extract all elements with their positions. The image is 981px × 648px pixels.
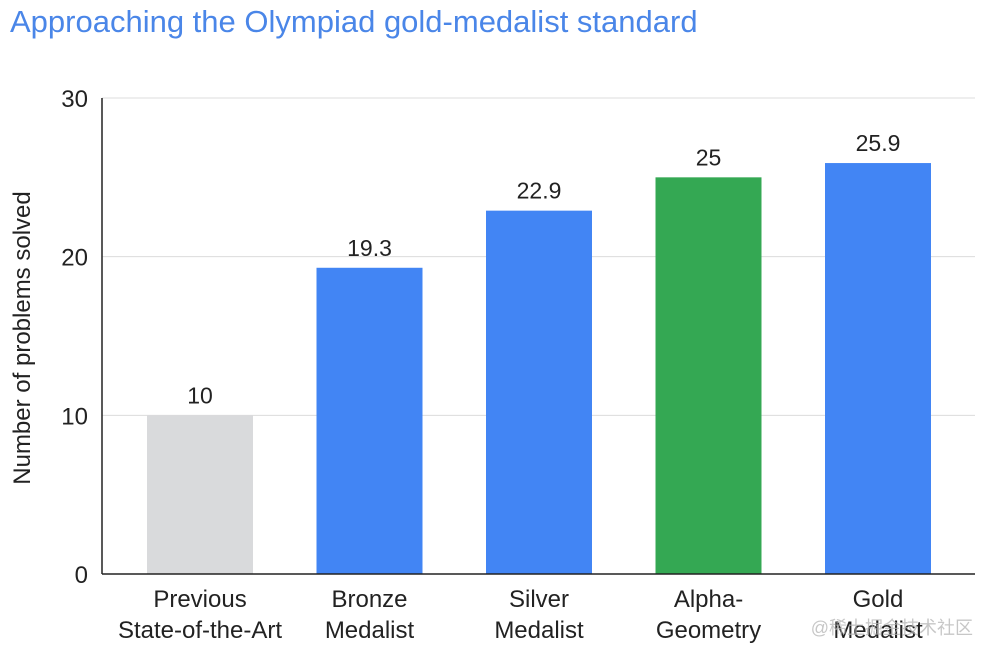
x-tick-label: Medalist: [494, 617, 584, 644]
bar: [655, 177, 762, 575]
y-tick-label: 30: [61, 86, 88, 113]
bar: [147, 415, 253, 574]
watermark: @稀土掘金技术社区: [810, 618, 973, 638]
x-tick-label: Bronze: [331, 586, 407, 613]
y-tick-label: 10: [61, 403, 88, 430]
bar: [825, 163, 931, 574]
x-tick-label: Geometry: [656, 617, 761, 644]
value-label: 22.9: [517, 178, 562, 204]
y-tick-label: 0: [75, 562, 88, 589]
y-tick-label: 20: [61, 245, 88, 272]
value-label: 25: [696, 144, 722, 170]
x-tick-label: Previous: [153, 586, 246, 613]
value-label: 19.3: [347, 235, 392, 261]
bar: [316, 267, 423, 574]
value-label: 10: [187, 382, 213, 408]
x-tick-label: Alpha-: [674, 586, 743, 613]
x-tick-label: Silver: [509, 586, 569, 613]
value-label: 25.9: [856, 130, 901, 156]
x-tick-label: Medalist: [833, 617, 923, 644]
bar: [486, 210, 592, 575]
x-tick-label: Gold: [853, 586, 904, 613]
x-tick-label: Medalist: [325, 617, 415, 644]
x-tick-label: State-of-the-Art: [118, 617, 282, 644]
chart-title: Approaching the Olympiad gold-medalist s…: [10, 4, 698, 39]
